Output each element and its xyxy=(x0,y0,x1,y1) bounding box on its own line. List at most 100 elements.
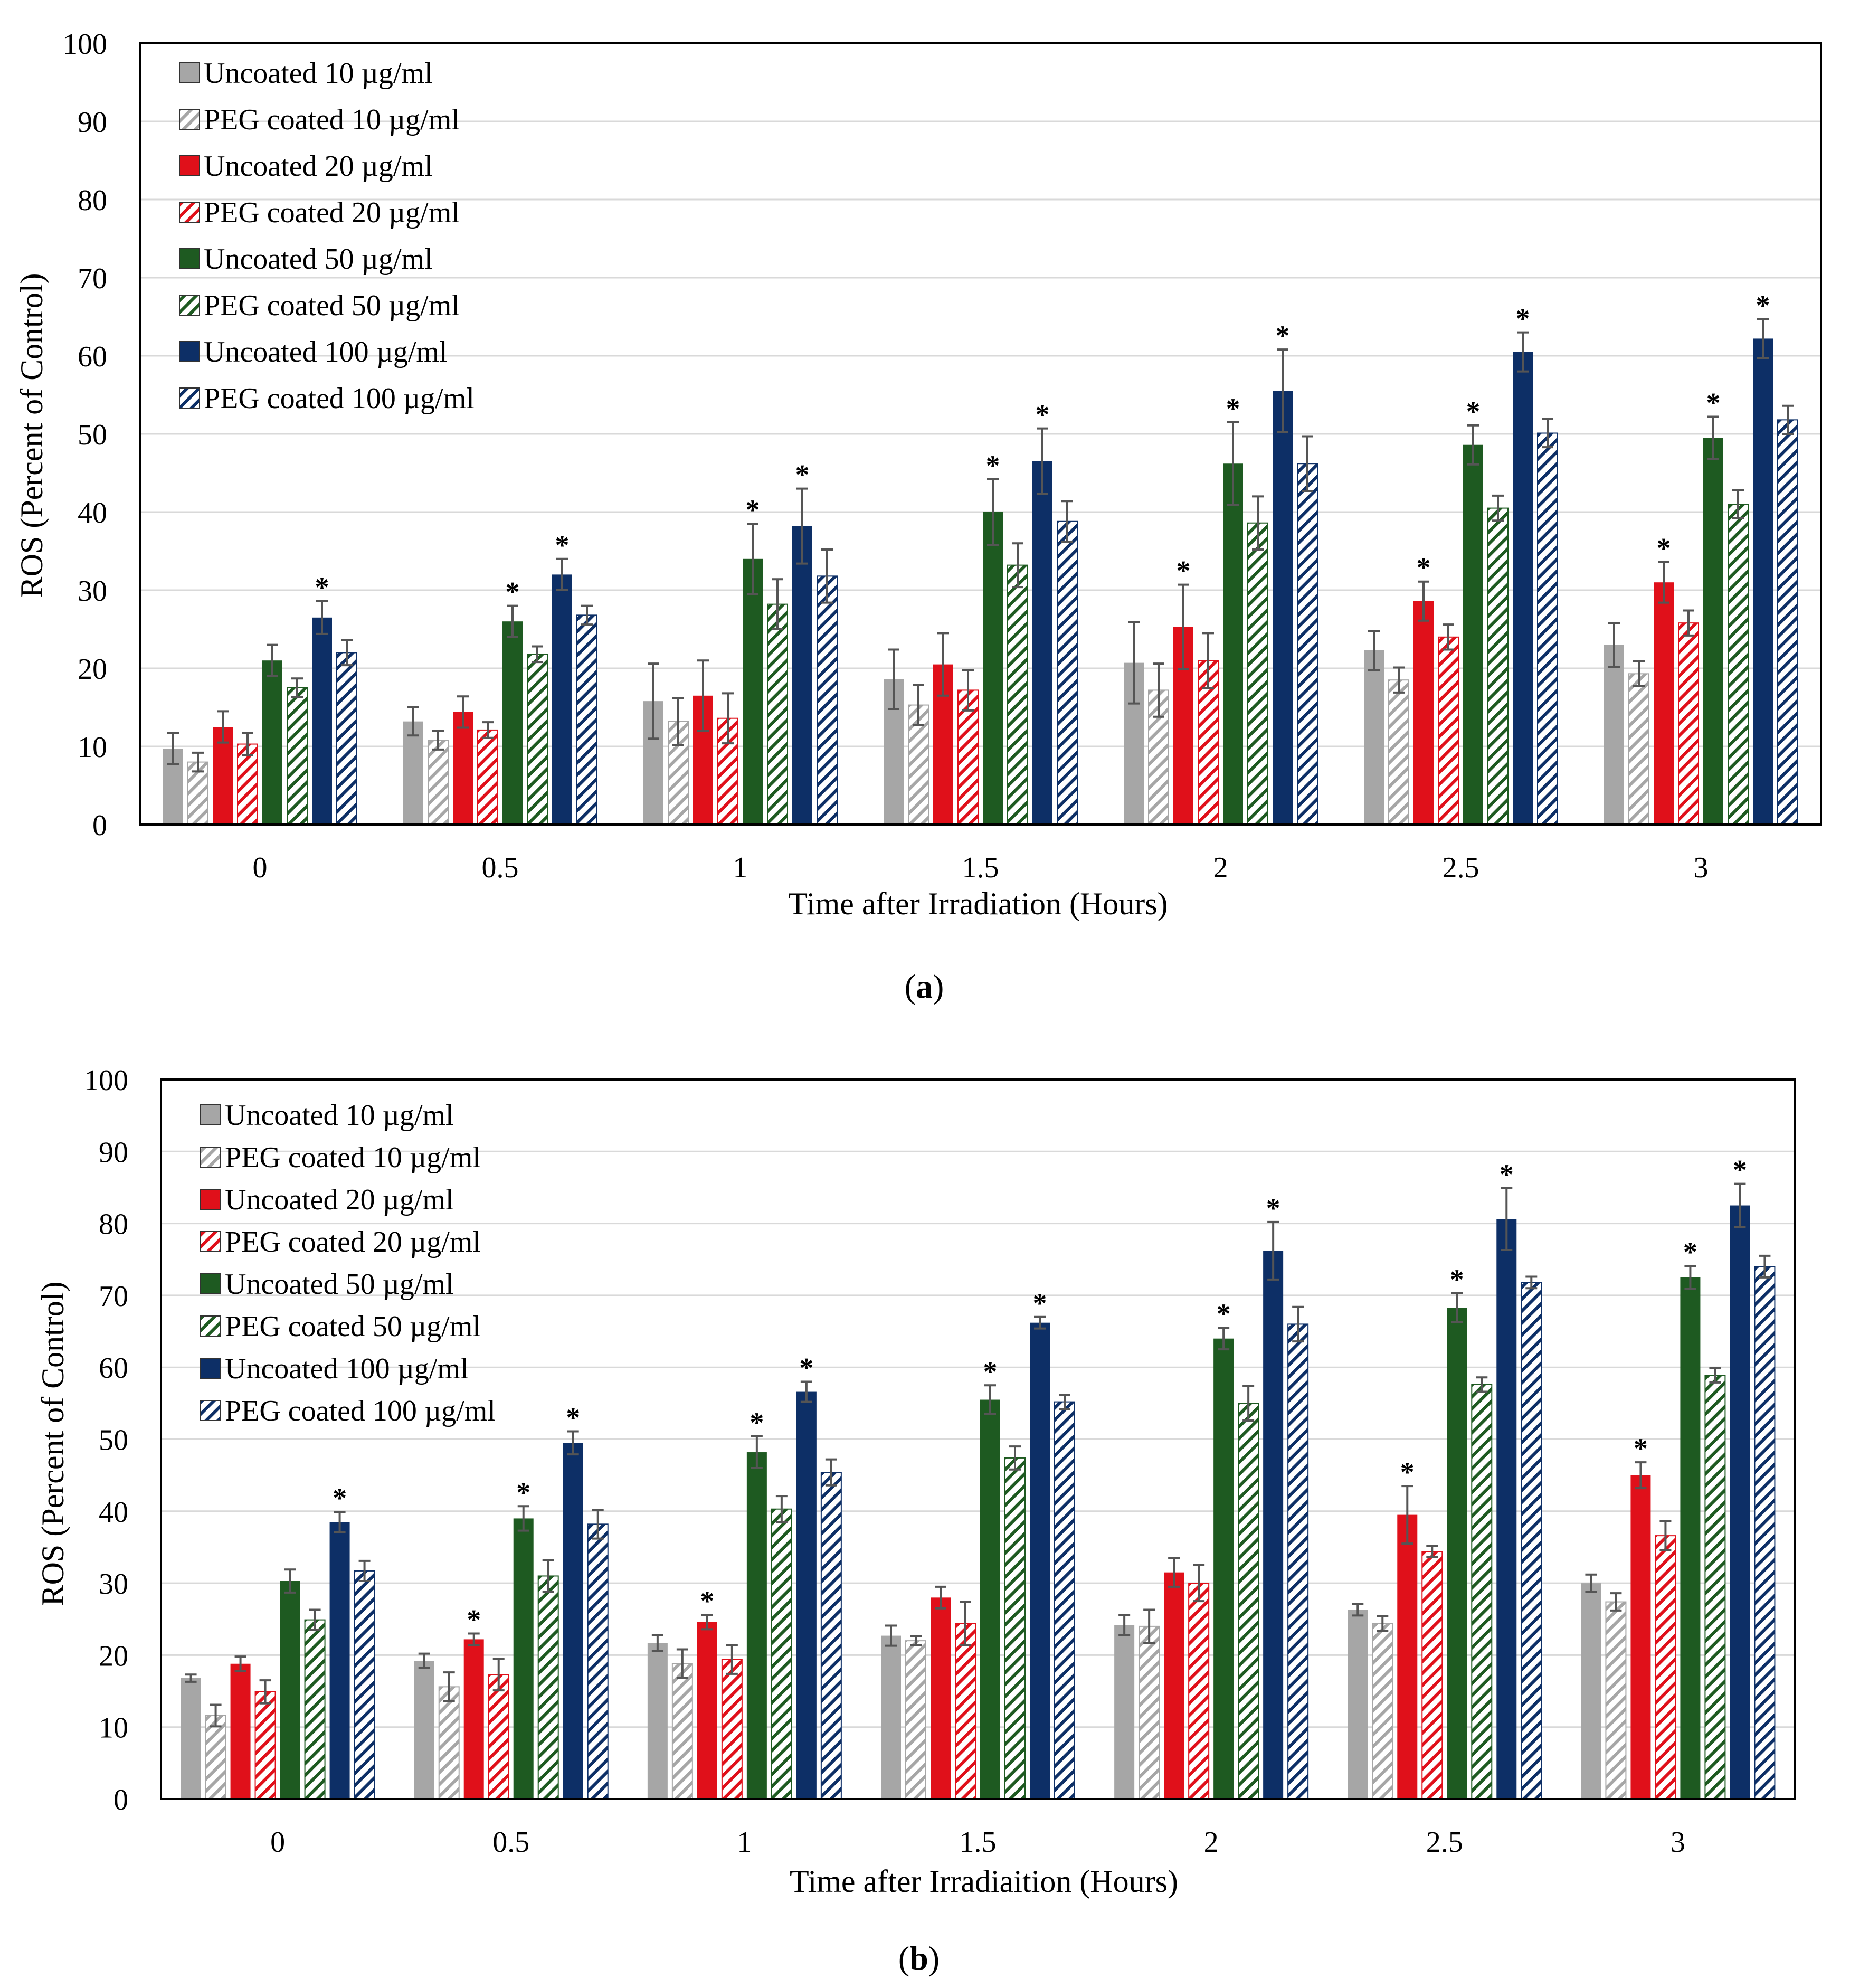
bar xyxy=(488,1674,509,1800)
x-tick-label: 1 xyxy=(733,851,748,884)
y-tick-label: 0 xyxy=(92,809,107,842)
bar xyxy=(1604,645,1624,825)
bar xyxy=(1730,1205,1750,1799)
x-tick-label: 3 xyxy=(1671,1826,1685,1859)
bar xyxy=(931,1597,951,1799)
bar xyxy=(1164,1572,1184,1799)
bar xyxy=(1754,1266,1776,1800)
legend-label: PEG coated 100 µg/ml xyxy=(225,1395,496,1427)
x-tick-label: 2.5 xyxy=(1426,1826,1463,1859)
legend-swatch xyxy=(200,1104,221,1125)
significance-marker: * xyxy=(1276,320,1290,352)
legend-swatch xyxy=(179,248,200,269)
y-tick-label: 60 xyxy=(78,340,107,373)
y-tick-label: 0 xyxy=(113,1784,128,1816)
significance-marker: * xyxy=(1683,1236,1697,1268)
x-tick-label: 0.5 xyxy=(492,1826,529,1859)
significance-marker: * xyxy=(506,576,520,608)
y-tick-label: 100 xyxy=(63,28,107,61)
bar xyxy=(1054,1401,1075,1800)
bar xyxy=(771,1508,792,1800)
legend-label: Uncoated 20 µg/ml xyxy=(204,150,433,183)
significance-marker: * xyxy=(983,1356,998,1387)
x-tick-label: 2 xyxy=(1204,1826,1219,1859)
significance-marker: * xyxy=(516,1476,530,1508)
panel-label-b: (b) xyxy=(898,1939,940,1977)
y-tick-label: 20 xyxy=(99,1640,128,1672)
bar xyxy=(477,729,498,826)
bar xyxy=(1680,1277,1701,1799)
bar xyxy=(1364,650,1384,825)
x-tick-label: 2 xyxy=(1213,851,1228,884)
legend: Uncoated 10 µg/ml PEG coated 10 µg/ml Unco… xyxy=(200,1099,496,1427)
bar xyxy=(552,574,572,825)
bar xyxy=(438,1686,460,1800)
bar xyxy=(905,1640,926,1800)
x-axis-label: Time after Irradiaition (Hours) xyxy=(790,1864,1178,1899)
significance-marker: * xyxy=(333,1482,347,1514)
significance-marker: * xyxy=(1657,533,1671,564)
bar xyxy=(1032,461,1052,825)
panel-letter: b xyxy=(909,1939,928,1977)
bar xyxy=(1513,352,1533,825)
bar xyxy=(1223,463,1243,825)
bar xyxy=(980,1399,1000,1799)
significance-marker: * xyxy=(1706,387,1721,419)
legend-label: PEG coated 100 µg/ml xyxy=(204,382,475,415)
plot-frame xyxy=(160,1078,1796,1800)
legend-label: PEG coated 50 µg/ml xyxy=(225,1310,481,1343)
bar xyxy=(697,1622,717,1799)
significance-marker: * xyxy=(1400,1456,1415,1488)
bar xyxy=(1777,419,1798,825)
y-tick-label: 40 xyxy=(99,1496,128,1529)
y-tick-label: 90 xyxy=(78,106,107,139)
significance-marker: * xyxy=(1417,552,1431,584)
bar xyxy=(1287,1323,1309,1800)
bar xyxy=(647,1643,668,1799)
x-tick-label: 1.5 xyxy=(962,851,999,884)
significance-marker: * xyxy=(1033,1288,1047,1319)
bar xyxy=(576,614,597,825)
bar xyxy=(955,1623,976,1800)
bar xyxy=(671,1663,693,1800)
legend-swatch xyxy=(200,1273,221,1294)
legend-label: Uncoated 100 µg/ml xyxy=(225,1352,469,1385)
bar xyxy=(403,721,423,825)
y-tick-label: 80 xyxy=(78,184,107,217)
legend-swatch xyxy=(179,62,200,83)
y-tick-label: 70 xyxy=(99,1280,128,1313)
bar xyxy=(254,1691,276,1800)
bar xyxy=(1753,338,1773,825)
legend-label: PEG coated 10 µg/ml xyxy=(204,103,460,136)
bar xyxy=(1030,1322,1050,1799)
bar xyxy=(1630,1475,1651,1799)
x-tick-label: 1.5 xyxy=(960,1826,997,1859)
bar xyxy=(767,603,788,825)
y-axis-label: ROS (Percent of Control) xyxy=(35,1282,70,1606)
panel-label-a: (a) xyxy=(905,968,944,1005)
bar xyxy=(336,652,357,826)
bar xyxy=(1463,444,1483,825)
legend-label: Uncoated 50 µg/ml xyxy=(204,243,433,276)
legend-label: Uncoated 20 µg/ml xyxy=(225,1184,454,1216)
x-axis-label: Time after Irradiation (Hours) xyxy=(788,886,1168,921)
legend-label: PEG coated 50 µg/ml xyxy=(204,289,460,322)
bar xyxy=(329,1522,350,1799)
legend-label: Uncoated 100 µg/ml xyxy=(204,336,448,368)
legend-swatch xyxy=(200,1147,221,1168)
significance-marker: * xyxy=(315,572,329,603)
x-tick-label: 0 xyxy=(253,851,268,884)
significance-marker: * xyxy=(1266,1192,1280,1224)
significance-marker: * xyxy=(1466,396,1481,428)
bar xyxy=(280,1581,300,1799)
legend-label: Uncoated 10 µg/ml xyxy=(204,57,433,90)
legend-label: PEG coated 10 µg/ml xyxy=(225,1141,481,1174)
bar xyxy=(1537,432,1558,825)
panel-letter: a xyxy=(916,968,933,1005)
bar xyxy=(1471,1384,1493,1800)
significance-marker: * xyxy=(1036,399,1050,431)
bar xyxy=(881,1635,901,1799)
bar xyxy=(721,1659,743,1800)
significance-marker: * xyxy=(986,450,1000,481)
significance-marker: * xyxy=(746,494,760,526)
